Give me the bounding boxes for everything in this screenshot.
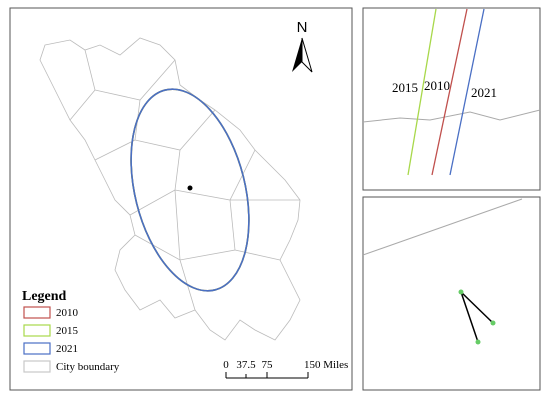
inset-bottom xyxy=(362,196,541,391)
scale-label: 150 Miles xyxy=(304,359,348,371)
north-arrow-left xyxy=(292,38,302,72)
legend-swatch xyxy=(23,360,51,373)
line-2010 xyxy=(431,8,468,176)
legend-swatch xyxy=(23,324,51,337)
north-arrow-right xyxy=(301,37,313,73)
center-point xyxy=(187,185,193,191)
center-track xyxy=(460,291,479,343)
legend: 2010 2015 2021 City boundary xyxy=(23,306,120,373)
center-point xyxy=(475,339,481,345)
line-2021 xyxy=(449,8,485,176)
north-label: N xyxy=(297,19,308,36)
scale-label: 37.5 xyxy=(236,359,256,371)
center-track xyxy=(460,291,494,324)
legend-label: 2015 xyxy=(56,325,79,337)
scale-label: 75 xyxy=(262,359,274,371)
ellipse-2 xyxy=(130,88,250,292)
boundary-line xyxy=(362,109,541,123)
center-point xyxy=(458,289,464,295)
inset-label: 2010 xyxy=(424,78,450,93)
legend-swatch xyxy=(23,306,51,319)
legend-label: 2021 xyxy=(56,343,78,355)
inset-top xyxy=(362,7,541,191)
center-point xyxy=(490,320,496,326)
legend-title: Legend xyxy=(22,289,67,304)
scale-label: 0 xyxy=(223,359,229,371)
boundary-line xyxy=(362,198,523,256)
region-outline xyxy=(39,37,301,341)
legend-label: City boundary xyxy=(56,361,120,373)
scale-bar xyxy=(225,372,309,379)
inset-label: 2021 xyxy=(471,85,497,100)
legend-swatch xyxy=(23,342,51,355)
legend-label: 2010 xyxy=(56,307,79,319)
inset-label: 2015 xyxy=(392,80,418,95)
line-2015 xyxy=(407,8,437,176)
ellipses xyxy=(130,88,250,292)
main-panel xyxy=(9,7,353,391)
